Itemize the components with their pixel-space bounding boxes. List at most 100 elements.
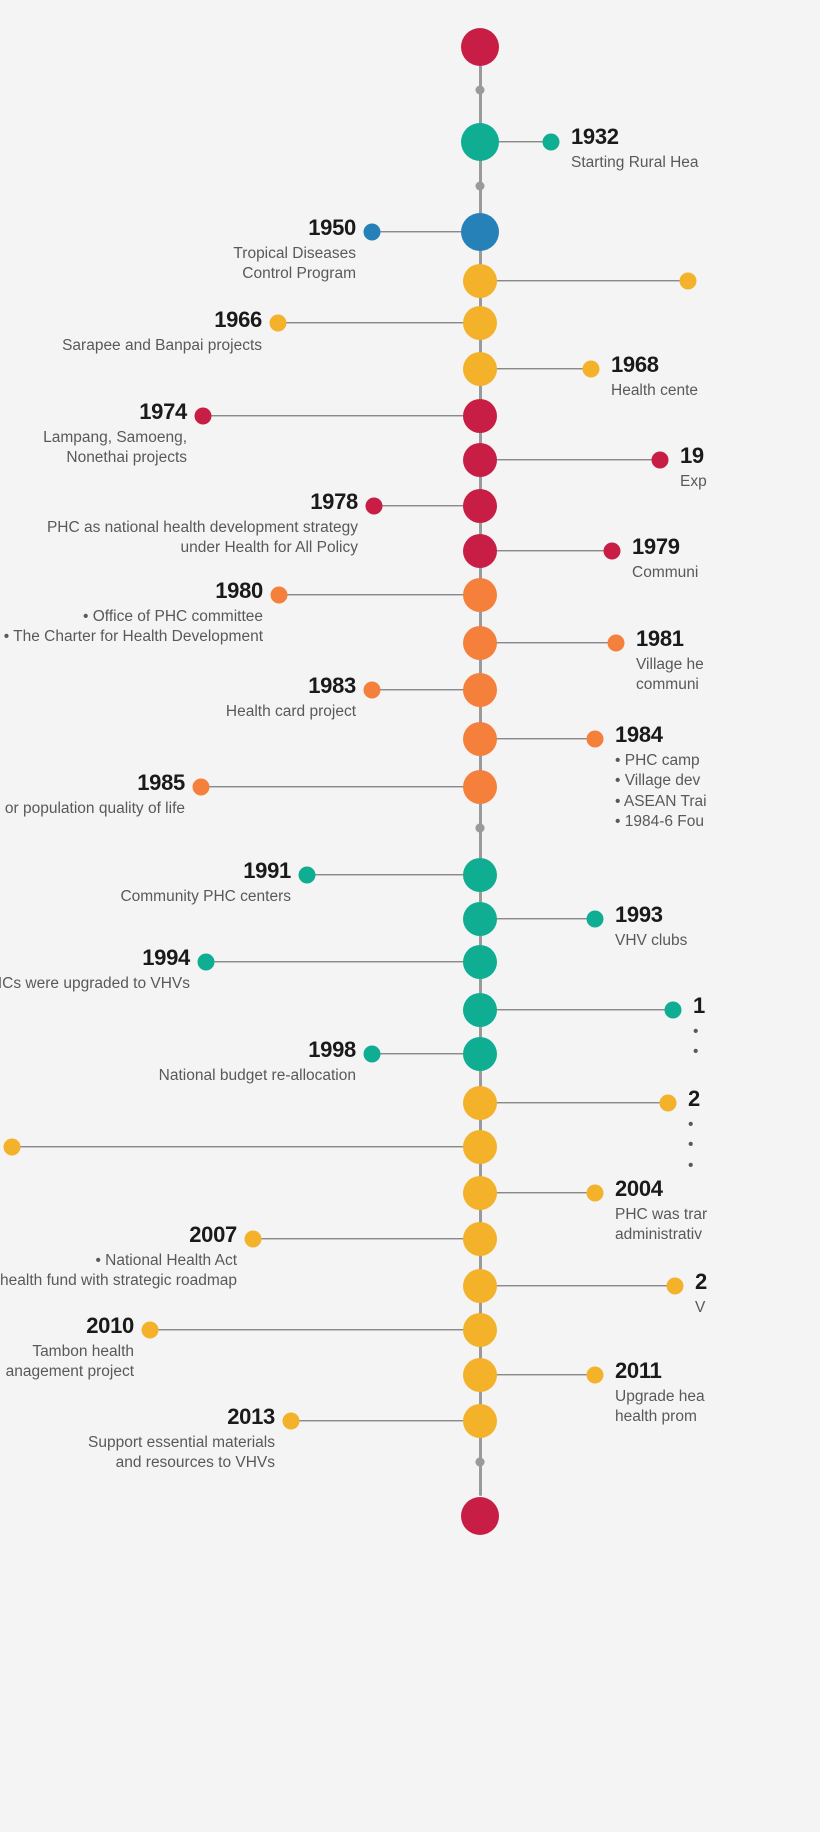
timeline-node-1974[interactable] [463, 399, 497, 433]
timeline-entry-2010: 2010 Tambon health anagement project [0, 1315, 135, 1383]
timeline-node-2007[interactable] [463, 1222, 497, 1256]
timeline-connector-2 [480, 1285, 675, 1287]
timeline-bullet-2[interactable] [659, 1094, 677, 1112]
timeline-node-1[interactable] [463, 993, 497, 1027]
timeline-connector-1974 [203, 415, 480, 417]
timeline-node-2[interactable] [463, 1269, 497, 1303]
timeline-bullet-1981[interactable] [607, 634, 625, 652]
timeline-node-2[interactable] [463, 1086, 497, 1120]
timeline-description: • PHC camp • Village dev • ASEAN Trai • … [615, 752, 707, 831]
timeline-connector-19 [480, 459, 660, 461]
timeline-bullet-1979[interactable] [603, 542, 621, 560]
timeline-node-2011[interactable] [463, 1358, 497, 1392]
timeline-description: Community PHC centers [120, 888, 291, 905]
timeline-bullet-2011[interactable] [586, 1366, 604, 1384]
timeline-entry-19: 19 Exp [680, 445, 820, 492]
timeline-description: Health card project [225, 703, 356, 720]
timeline-node-1981[interactable] [463, 626, 497, 660]
timeline-connector-1993 [480, 918, 595, 920]
timeline-connector-1991 [307, 874, 480, 876]
timeline-node-1994[interactable] [463, 945, 497, 979]
timeline-bullet-1993[interactable] [586, 910, 604, 928]
timeline-connector-e1960s-right [480, 280, 688, 282]
timeline-year-label: 2011 [615, 1358, 662, 1383]
timeline-bullet-1994[interactable] [197, 953, 215, 971]
timeline-bullet-1968[interactable] [582, 360, 600, 378]
timeline-year-label: 1984 [615, 722, 663, 747]
timeline-description: Sarapee and Banpai projects [62, 337, 262, 354]
timeline-node-1991[interactable] [463, 858, 497, 892]
timeline-connector-1979 [480, 550, 612, 552]
timeline-bullet-1974[interactable] [194, 407, 212, 425]
timeline-year-label: 1966 [214, 307, 262, 332]
timeline-entry-2011: 2011 Upgrade hea health prom [615, 1360, 820, 1428]
timeline-node-1978[interactable] [463, 489, 497, 523]
timeline-node-cap-bottom[interactable] [461, 1497, 499, 1535]
timeline-node-1998[interactable] [463, 1037, 497, 1071]
timeline-node-1966[interactable] [463, 306, 497, 340]
timeline-bullet-1998[interactable] [363, 1045, 381, 1063]
timeline-node-1950[interactable] [461, 213, 499, 251]
timeline-year-label: 1993 [615, 902, 663, 927]
timeline-description: PHC was trar administrativ [615, 1206, 708, 1244]
timeline-spine-dot [475, 85, 485, 95]
timeline-node-1993[interactable] [463, 902, 497, 936]
timeline-node-2004[interactable] [463, 1176, 497, 1210]
timeline-node-1968[interactable] [463, 352, 497, 386]
timeline-node-19[interactable] [463, 443, 497, 477]
timeline-entry-e1960s-right [708, 266, 820, 271]
timeline-entry-1994: 1994 ICs were upgraded to VHVs [0, 947, 190, 994]
timeline-node-e1960s-right[interactable] [463, 264, 497, 298]
timeline-year-label: 2 [695, 1269, 707, 1294]
timeline-node-1980[interactable] [463, 578, 497, 612]
timeline-entry-1983: 1983 Health card project [0, 675, 356, 722]
timeline-connector-2011 [480, 1374, 595, 1376]
timeline-year-label: 1979 [632, 534, 680, 559]
timeline-description: Lampang, Samoeng, Nonethai projects [43, 429, 187, 467]
timeline-node-e200x-left[interactable] [463, 1130, 497, 1164]
timeline-bullet-2013[interactable] [282, 1412, 300, 1430]
timeline-bullet-1991[interactable] [298, 866, 316, 884]
timeline-year-label: 1932 [571, 124, 619, 149]
timeline-bullet-19[interactable] [651, 451, 669, 469]
timeline-bullet-1984[interactable] [586, 730, 604, 748]
timeline-node-1979[interactable] [463, 534, 497, 568]
timeline-node-1932[interactable] [461, 123, 499, 161]
timeline-bullet-1985[interactable] [192, 778, 210, 796]
timeline-bullet-e200x-left[interactable] [3, 1138, 21, 1156]
timeline-bullet-e1960s-right[interactable] [679, 272, 697, 290]
timeline-node-cap-top[interactable] [461, 28, 499, 66]
timeline-year-label: 1994 [142, 945, 190, 970]
timeline-bullet-2[interactable] [666, 1277, 684, 1295]
timeline-entry-1978: 1978 PHC as national health development s… [0, 491, 358, 559]
timeline-bullet-1966[interactable] [269, 314, 287, 332]
timeline-connector-2013 [291, 1420, 480, 1422]
timeline-connector-2007 [253, 1238, 480, 1240]
timeline-bullet-2004[interactable] [586, 1184, 604, 1202]
timeline-bullet-1950[interactable] [363, 223, 381, 241]
timeline-year-label: 2 [688, 1086, 700, 1111]
timeline-node-1985[interactable] [463, 770, 497, 804]
timeline-connector-1998 [372, 1053, 480, 1055]
timeline-node-2010[interactable] [463, 1313, 497, 1347]
timeline-description: • • [693, 1023, 699, 1061]
timeline-node-1984[interactable] [463, 722, 497, 756]
timeline-year-label: 19 [680, 443, 704, 468]
timeline-bullet-2007[interactable] [244, 1230, 262, 1248]
timeline-bullet-2010[interactable] [141, 1321, 159, 1339]
timeline-bullet-1[interactable] [664, 1001, 682, 1019]
timeline-bullet-1983[interactable] [363, 681, 381, 699]
timeline-bullet-1980[interactable] [270, 586, 288, 604]
timeline-connector-1932 [480, 141, 551, 143]
timeline-node-1983[interactable] [463, 673, 497, 707]
timeline-node-dot-2[interactable] [475, 1457, 485, 1467]
timeline-node-dot-1[interactable] [475, 823, 485, 833]
timeline-node-2013[interactable] [463, 1404, 497, 1438]
timeline-description: • • • [688, 1116, 694, 1174]
timeline-bullet-1978[interactable] [365, 497, 383, 515]
timeline-bullet-1932[interactable] [542, 133, 560, 151]
timeline-entry-1974: 1974 Lampang, Samoeng, Nonethai projects [0, 401, 187, 469]
timeline-description: PHC as national health development strat… [46, 519, 358, 557]
timeline-year-label: 1991 [243, 858, 291, 883]
